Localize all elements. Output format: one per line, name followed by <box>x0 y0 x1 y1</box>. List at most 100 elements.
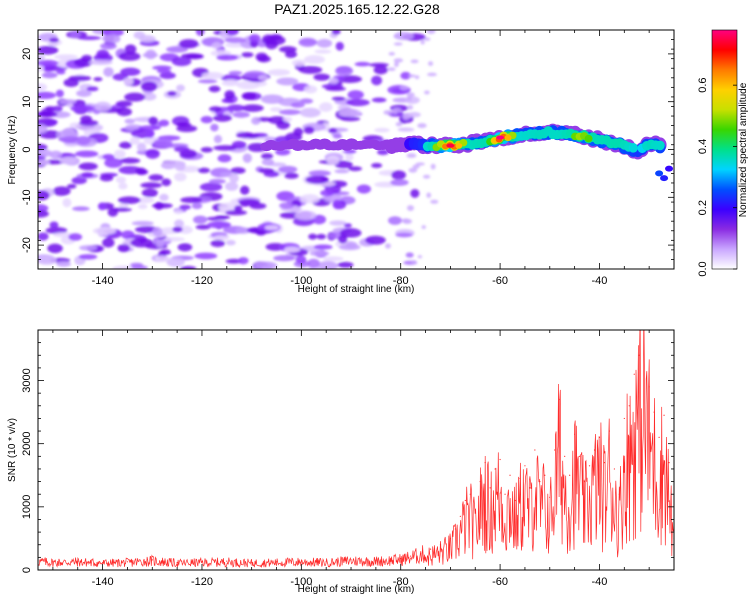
noise-blob <box>319 102 333 112</box>
noise-blob <box>172 226 183 233</box>
noise-blob <box>356 184 371 194</box>
noise-blob <box>77 35 102 41</box>
noise-blob <box>112 265 136 269</box>
noise-blob <box>338 108 362 118</box>
noise-blob <box>97 202 107 211</box>
snr-y-label: SNR (10 * v/v) <box>7 418 18 482</box>
noise-blob <box>123 77 134 86</box>
colorbar: 0.0 0.2 0.4 0.6 Normalized spectral amplitu… <box>697 29 749 277</box>
noise-blob <box>81 54 93 62</box>
snr-point <box>628 405 630 407</box>
noise-blob <box>81 172 94 178</box>
colorbar-label: Normalized spectral amplitude <box>738 82 749 217</box>
snr-point <box>574 433 576 435</box>
snr-point <box>429 548 432 550</box>
noise-blob <box>303 126 315 134</box>
noise-blob <box>62 198 72 208</box>
noise-blob <box>69 31 81 39</box>
x-tick-label: -100 <box>290 275 312 287</box>
noise-blob <box>117 196 141 204</box>
noise-blob <box>115 100 133 107</box>
noise-blob <box>102 153 115 160</box>
y-tick-label: -20 <box>21 237 33 253</box>
x-tick-label: -40 <box>592 576 608 588</box>
noise-blob <box>393 31 414 41</box>
snr-point <box>375 559 377 562</box>
noise-blob <box>119 157 141 164</box>
noise-blob <box>124 44 137 55</box>
noise-blob <box>388 51 396 56</box>
snr-point <box>126 561 129 563</box>
snr-point <box>509 474 511 476</box>
noise-blob <box>371 97 387 103</box>
noise-blob <box>232 111 250 118</box>
noise-blob <box>145 149 160 159</box>
noise-blob <box>38 91 57 100</box>
noise-blob <box>173 209 184 215</box>
noise-blob <box>113 149 126 159</box>
noise-blob <box>241 104 264 112</box>
noise-blob <box>211 42 222 49</box>
snr-point <box>524 465 526 467</box>
snr-y-ticks: 0 1000 2000 3000 <box>21 329 674 573</box>
noise-blob <box>177 243 193 252</box>
noise-blob <box>176 122 192 128</box>
noise-blob <box>49 150 63 160</box>
noise-blob <box>402 114 409 121</box>
snr-point <box>275 561 278 563</box>
noise-blob <box>166 46 189 53</box>
noise-blob <box>146 129 155 139</box>
noise-blob <box>142 52 159 58</box>
noise-blob <box>257 55 271 63</box>
noise-blob <box>278 165 298 174</box>
noise-blob <box>251 116 261 125</box>
noise-blob <box>235 227 251 234</box>
noise-blob <box>38 54 46 61</box>
snr-point <box>489 487 491 489</box>
snr-point <box>529 487 531 489</box>
noise-blob <box>430 163 436 170</box>
noise-blob <box>365 235 386 245</box>
noise-blob <box>347 90 364 100</box>
noise-blob <box>208 85 221 93</box>
colorbar-gradient <box>711 29 738 270</box>
noise-blob <box>213 134 223 144</box>
noise-blob <box>407 105 414 110</box>
noise-blob <box>426 192 432 198</box>
noise-blob <box>153 138 173 148</box>
noise-blob <box>224 181 239 191</box>
snr-point <box>519 477 521 480</box>
noise-blob <box>214 215 231 220</box>
spectrogram-noise-blobs <box>38 30 439 269</box>
noise-blob <box>276 77 299 86</box>
y-tick-label: 10 <box>21 96 33 108</box>
noise-blob <box>322 256 344 262</box>
noise-blob <box>38 45 59 55</box>
snr-point <box>454 528 456 530</box>
snr-point <box>251 561 253 564</box>
noise-blob <box>104 158 123 168</box>
noise-blob <box>118 182 128 190</box>
noise-blob <box>371 163 383 168</box>
y-tick-label: 3000 <box>21 368 33 392</box>
noise-blob <box>174 172 187 182</box>
noise-blob <box>316 260 339 269</box>
noise-blob <box>309 250 330 257</box>
noise-blob <box>234 205 243 212</box>
noise-blob <box>229 173 239 183</box>
noise-blob <box>230 167 246 174</box>
noise-blob <box>38 159 50 166</box>
noise-blob <box>299 98 314 104</box>
noise-blob <box>38 232 49 241</box>
ridge-peak <box>496 135 505 140</box>
noise-blob <box>405 252 414 258</box>
noise-blob <box>38 59 59 67</box>
noise-blob <box>167 91 177 96</box>
snr-point <box>350 559 352 561</box>
noise-blob <box>38 255 57 265</box>
noise-blob <box>161 236 185 242</box>
noise-blob <box>303 55 325 64</box>
noise-blob <box>264 224 280 231</box>
noise-blob <box>261 153 274 160</box>
